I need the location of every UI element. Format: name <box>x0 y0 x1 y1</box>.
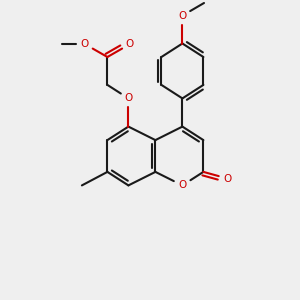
Text: O: O <box>223 173 232 184</box>
Text: O: O <box>178 11 187 21</box>
Text: O: O <box>124 93 133 103</box>
Text: O: O <box>126 39 134 49</box>
Text: O: O <box>81 39 89 49</box>
Text: O: O <box>178 180 187 190</box>
